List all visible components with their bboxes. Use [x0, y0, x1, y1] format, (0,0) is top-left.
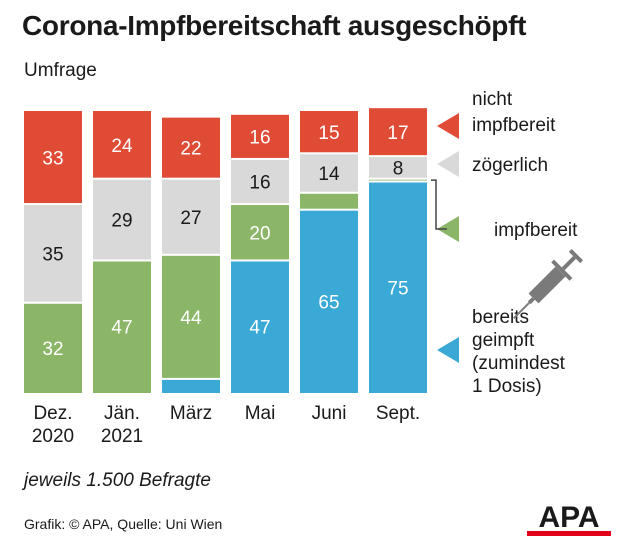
segment-divider: [300, 152, 358, 155]
data-label: 8: [393, 158, 404, 179]
data-label: 32: [42, 339, 63, 360]
legend-marker: [437, 151, 459, 177]
syringe-plunger-head: [568, 248, 584, 264]
syringe-needle: [513, 302, 530, 319]
segment-divider: [162, 253, 220, 256]
respondents-note: jeweils 1.500 Befragte: [24, 470, 211, 491]
x-tick-label: Jän.: [104, 403, 140, 424]
x-tick-label: Mai: [245, 403, 276, 424]
data-label: 75: [387, 278, 408, 299]
x-tick-label: März: [170, 403, 212, 424]
segment-divider: [162, 115, 220, 118]
bar-segment: [231, 260, 289, 393]
x-tick-label: Juni: [312, 403, 347, 424]
bar-segment: [162, 116, 220, 179]
bar-segment: [300, 209, 358, 393]
segment-divider: [162, 377, 220, 380]
bar-segment: [231, 204, 289, 261]
bar-segment: [369, 181, 427, 393]
legend-label: impfbereit: [494, 220, 578, 241]
syringe-barrel: [528, 266, 566, 304]
legend-connector: [431, 179, 447, 230]
source-credit: Grafik: © APA, Quelle: Uni Wien: [24, 516, 223, 532]
bar-segment: [300, 111, 358, 154]
segment-divider: [231, 157, 289, 160]
bar-segment: [24, 111, 82, 205]
data-label: 47: [249, 318, 270, 339]
segment-divider: [231, 259, 289, 262]
bar-segment: [93, 178, 151, 261]
data-label: 14: [318, 164, 340, 185]
data-label: 24: [111, 136, 133, 157]
data-label: 33: [42, 149, 63, 170]
legend-label: geimpft: [472, 330, 535, 351]
x-tick-label: 2021: [101, 426, 143, 447]
segment-divider: [369, 177, 427, 180]
data-label: 65: [318, 292, 339, 313]
legend-marker: [437, 113, 459, 139]
segment-divider: [162, 177, 220, 180]
syringe-icon: [513, 248, 584, 319]
legend-label: zögerlich: [472, 155, 548, 176]
chart-title: Corona-Impfbereitschaft ausgeschöpft: [22, 10, 527, 41]
bar-segment: [24, 204, 82, 303]
segment-divider: [24, 203, 82, 206]
bar-segment: [231, 113, 289, 159]
segment-divider: [369, 155, 427, 158]
segment-divider: [300, 191, 358, 194]
segment-divider: [24, 301, 82, 304]
bar-segment: [300, 192, 358, 210]
data-label: 16: [249, 173, 270, 194]
bar-segment: [24, 302, 82, 393]
legend-label: bereits: [472, 307, 529, 328]
syringe-plunger: [561, 256, 576, 271]
x-tick-label: 2020: [32, 426, 74, 447]
data-label: 47: [111, 318, 132, 339]
data-label: 35: [42, 244, 63, 265]
apa-logo-bar: [527, 531, 611, 536]
segment-divider: [231, 203, 289, 206]
legend-label: 1 Dosis): [472, 376, 542, 397]
bar-segment: [93, 260, 151, 393]
data-label: 27: [180, 208, 201, 229]
bar-segment: [162, 378, 220, 393]
x-tick-label: Sept.: [376, 403, 420, 424]
chart-subtitle: Umfrage: [24, 60, 97, 81]
segment-divider: [231, 112, 289, 115]
bar-segment: [231, 158, 289, 205]
bar-segment: [369, 108, 427, 157]
bar-segment: [369, 156, 427, 179]
apa-logo: APA: [527, 501, 611, 536]
bar-segment: [93, 111, 151, 179]
legend-label: nicht: [472, 89, 513, 110]
legend-label: impfbereit: [472, 115, 556, 136]
segment-divider: [300, 208, 358, 211]
data-label: 16: [249, 127, 270, 148]
legend-label: (zumindest: [472, 353, 566, 374]
data-label: 44: [180, 308, 202, 329]
data-label: 15: [318, 123, 339, 144]
legend-marker: [437, 337, 459, 363]
legend-marker: [437, 216, 459, 242]
bar-segment: [300, 153, 358, 193]
segment-divider: [93, 259, 151, 262]
data-label: 17: [387, 123, 408, 144]
data-label: 20: [249, 223, 270, 244]
bar-segment: [369, 178, 427, 182]
x-tick-label: Dez.: [33, 403, 72, 424]
segment-divider: [369, 180, 427, 183]
syringe-tip: [527, 297, 535, 305]
data-label: 29: [111, 211, 132, 232]
syringe-flange: [551, 259, 573, 281]
data-label: 22: [180, 139, 201, 160]
segment-divider: [93, 177, 151, 180]
bar-segment: [162, 254, 220, 379]
apa-logo-text: APA: [538, 501, 599, 534]
bar-segment: [162, 178, 220, 255]
